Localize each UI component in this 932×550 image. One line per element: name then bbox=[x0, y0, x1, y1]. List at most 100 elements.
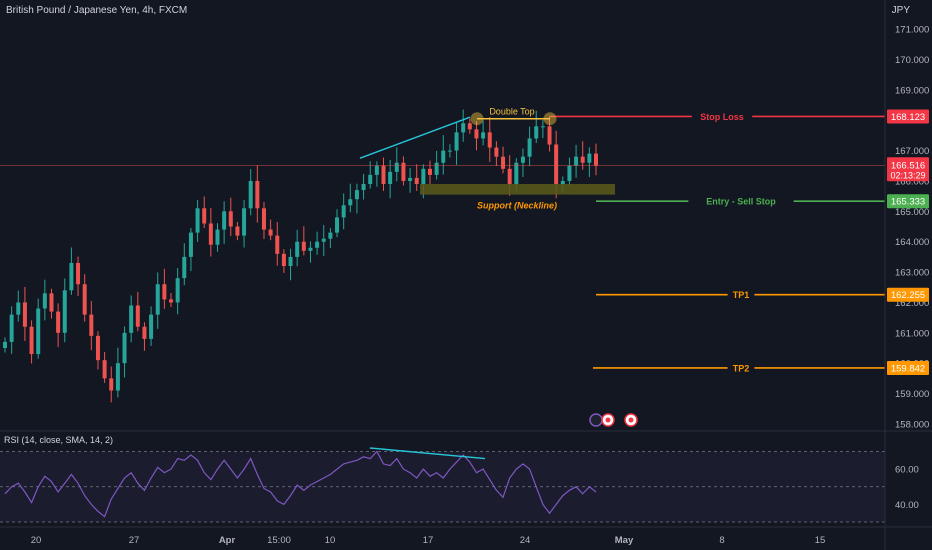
entry-label-bg bbox=[688, 195, 794, 208]
candle bbox=[388, 160, 393, 199]
candle-body bbox=[394, 162, 399, 172]
candle bbox=[394, 147, 399, 182]
candle-body bbox=[474, 129, 479, 139]
entry-label: Entry - Sell Stop bbox=[706, 197, 776, 207]
entry-price-tag: 165.333 bbox=[891, 197, 925, 208]
candle bbox=[56, 303, 61, 348]
candle bbox=[268, 219, 273, 241]
candle bbox=[208, 207, 213, 257]
rsi-tick-label: 40.00 bbox=[895, 500, 919, 511]
candle-body bbox=[102, 360, 107, 379]
candle-body bbox=[182, 256, 187, 279]
current-price-tag-bg bbox=[887, 157, 929, 182]
candle-body bbox=[115, 363, 120, 391]
candle bbox=[567, 157, 572, 186]
candle-body bbox=[122, 332, 127, 364]
candle bbox=[76, 256, 81, 297]
candle-body bbox=[401, 162, 406, 181]
time-tick-label: 10 bbox=[325, 535, 336, 546]
candle bbox=[441, 135, 446, 175]
candle bbox=[308, 241, 313, 263]
price-tick-label: 167.000 bbox=[895, 146, 929, 157]
stop-loss-price-tag-bg bbox=[887, 109, 929, 124]
candle-body bbox=[109, 378, 114, 391]
candle-body bbox=[421, 168, 426, 184]
candle-body bbox=[594, 153, 598, 166]
candle-body bbox=[36, 308, 41, 355]
candle-body bbox=[202, 208, 207, 224]
currency-label: JPY bbox=[891, 5, 910, 16]
candle bbox=[202, 196, 207, 229]
rsi-label[interactable]: RSI (14, close, SMA, 14, 2) bbox=[4, 435, 114, 445]
candle-body bbox=[381, 165, 386, 184]
candle bbox=[162, 268, 167, 309]
candle-body bbox=[494, 147, 499, 157]
candle-body bbox=[487, 132, 492, 148]
candle bbox=[275, 221, 280, 266]
tp1-label: TP1 bbox=[733, 290, 750, 300]
candle bbox=[580, 141, 585, 170]
candle-body bbox=[248, 180, 253, 209]
candle-body bbox=[514, 162, 519, 184]
candle bbox=[381, 157, 386, 191]
time-tick-label: 17 bbox=[423, 535, 434, 546]
candle-body bbox=[354, 190, 359, 200]
time-tick-label: May bbox=[615, 535, 634, 546]
candle-body bbox=[261, 208, 266, 230]
time-tick-label: 27 bbox=[129, 535, 140, 546]
symbol-title[interactable]: British Pound / Japanese Yen, 4h, FXCM bbox=[6, 5, 188, 16]
support-label: Support (Neckline) bbox=[477, 201, 557, 211]
candle bbox=[454, 122, 459, 165]
candle-body bbox=[29, 326, 34, 355]
candle-body bbox=[188, 232, 193, 257]
candle-body bbox=[540, 126, 545, 128]
candlestick-series bbox=[3, 109, 598, 403]
candle-body bbox=[507, 168, 512, 184]
candle bbox=[142, 322, 147, 351]
candle-body bbox=[69, 262, 74, 291]
candle-body bbox=[388, 171, 393, 184]
candle bbox=[288, 248, 293, 281]
price-tick-label: 162.000 bbox=[895, 298, 929, 309]
candle bbox=[301, 226, 306, 256]
candle bbox=[29, 320, 34, 364]
candle-body bbox=[222, 211, 227, 230]
candle-body bbox=[49, 293, 54, 312]
candle bbox=[129, 295, 134, 343]
candle-body bbox=[534, 126, 539, 139]
candle bbox=[235, 221, 240, 241]
double-top-label: Double Top bbox=[489, 107, 534, 117]
price-tick-label: 169.000 bbox=[895, 85, 929, 96]
candle-body bbox=[368, 174, 373, 184]
stop-loss-price-tag: 168.123 bbox=[891, 112, 925, 123]
candle-body bbox=[447, 150, 452, 152]
tp2-price-tag-bg bbox=[887, 360, 929, 375]
candle bbox=[354, 183, 359, 214]
rsi-band bbox=[0, 451, 885, 522]
candle bbox=[414, 164, 419, 191]
candle bbox=[42, 279, 47, 321]
candle bbox=[135, 291, 140, 332]
price-trendline bbox=[359, 116, 471, 159]
candle bbox=[102, 351, 107, 383]
tp1-label-bg bbox=[727, 288, 755, 301]
candle-body bbox=[348, 199, 353, 206]
support-zone bbox=[420, 184, 615, 195]
candle-body bbox=[341, 205, 346, 218]
candle bbox=[222, 201, 227, 244]
candle-body bbox=[169, 299, 174, 303]
price-tick-label: 171.000 bbox=[895, 25, 929, 36]
candle-body bbox=[95, 335, 100, 361]
tp2-price-tag: 159.842 bbox=[891, 363, 925, 374]
candle bbox=[82, 274, 87, 322]
candle-body bbox=[129, 305, 134, 333]
candle bbox=[361, 173, 366, 200]
event-flag-icon-dot bbox=[605, 417, 611, 423]
candle bbox=[215, 223, 220, 252]
candle-body bbox=[414, 177, 419, 184]
candle bbox=[169, 293, 174, 307]
candle-body bbox=[315, 241, 320, 248]
candle-body bbox=[481, 132, 486, 139]
candle bbox=[115, 347, 120, 398]
